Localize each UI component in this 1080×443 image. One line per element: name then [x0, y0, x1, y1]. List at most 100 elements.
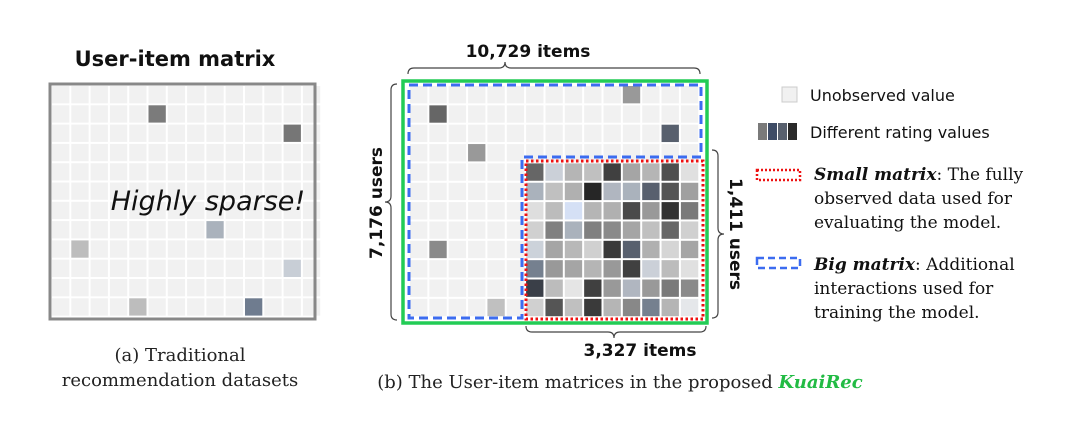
observed-cell [545, 221, 563, 239]
unobserved-cell [225, 240, 243, 258]
observed-cell [680, 182, 699, 201]
unobserved-cell [109, 105, 128, 123]
unobserved-cell [167, 259, 186, 277]
observed-cell [680, 240, 699, 259]
items-small-brace [525, 325, 707, 339]
unobserved-cell [487, 240, 505, 259]
unobserved-cell [148, 182, 166, 200]
rating-swatch [788, 123, 797, 140]
unobserved-cell [52, 240, 70, 258]
big-matrix-desc1: : Additional [915, 255, 1015, 275]
unobserved-cell [448, 240, 467, 259]
observed-cell [584, 221, 602, 239]
observed-cell [206, 221, 224, 239]
unobserved-cell [487, 260, 505, 278]
big-matrix-legend-line1: Big matrix: Additional [813, 255, 1015, 275]
unobserved-cell [448, 202, 467, 220]
unobserved-cell [52, 124, 70, 142]
unobserved-cell [52, 201, 70, 220]
observed-cell [429, 240, 447, 259]
observed-cell [622, 202, 641, 220]
unobserved-cell [71, 182, 89, 200]
observed-cell [564, 221, 583, 239]
unobserved-cell [487, 182, 505, 201]
observed-cell [429, 105, 447, 123]
observed-cell [526, 279, 544, 297]
unobserved-cell [506, 86, 525, 104]
unobserved-cell [468, 124, 486, 143]
unobserved-cell [642, 144, 660, 162]
unobserved-cell [225, 124, 243, 142]
observed-cell [526, 202, 544, 220]
observed-cell [622, 260, 641, 278]
unobserved-cell [448, 124, 467, 143]
unobserved-cell [187, 163, 205, 181]
unobserved-cell [225, 182, 243, 200]
unobserved-cell [283, 143, 301, 162]
unobserved-cell [71, 86, 89, 104]
observed-cell [603, 279, 621, 297]
unobserved-cell [167, 298, 186, 316]
unobserved-cell [622, 105, 641, 123]
observed-cell [642, 260, 660, 278]
observed-cell [283, 124, 301, 142]
observed-cell [661, 221, 679, 239]
unobserved-cell [52, 298, 70, 316]
unobserved-cell [90, 259, 108, 277]
observed-cell [545, 298, 563, 317]
unobserved-cell [245, 163, 263, 181]
unobserved-cell [468, 298, 486, 317]
unobserved-cell [468, 221, 486, 239]
unobserved-cell [206, 86, 224, 104]
unobserved-cell [506, 260, 525, 278]
unobserved-cell [245, 201, 263, 220]
unobserved-cell [429, 124, 447, 143]
unobserved-cell [90, 143, 108, 162]
unobserved-cell [642, 86, 660, 104]
unobserved-cell [622, 124, 641, 143]
unobserved-cell [129, 259, 147, 277]
unobserved-cell [302, 298, 321, 316]
observed-cell [564, 260, 583, 278]
observed-cell [603, 221, 621, 239]
unobserved-cell [487, 124, 505, 143]
unobserved-cell [545, 86, 563, 104]
users-total-brace [384, 83, 398, 321]
unobserved-cell [429, 144, 447, 162]
unobserved-cell [148, 240, 166, 258]
unobserved-cell [187, 201, 205, 220]
observed-cell [603, 240, 621, 259]
unobserved-cell [264, 298, 282, 316]
unobserved-cell [264, 124, 282, 142]
unobserved-cell [206, 105, 224, 123]
unobserved-cell [129, 105, 147, 123]
unobserved-cell [245, 259, 263, 277]
unobserved-cell [109, 86, 128, 104]
unobserved-cell [429, 279, 447, 297]
observed-cell [661, 163, 679, 181]
unobserved-cell [206, 182, 224, 200]
unobserved-cell [71, 279, 89, 297]
unobserved-cell [448, 182, 467, 201]
unobserved-cell [167, 163, 186, 181]
unobserved-cell [129, 143, 147, 162]
unobserved-cell [410, 260, 428, 278]
sparse-label: Highly sparse! [111, 186, 305, 217]
unobserved-cell [661, 144, 679, 162]
big-matrix-title: Big matrix [813, 255, 916, 275]
unobserved-cell [71, 259, 89, 277]
unobserved-cell [448, 163, 467, 181]
unobserved-cell [109, 221, 128, 239]
unobserved-cell [245, 105, 263, 123]
observed-cell [526, 163, 544, 181]
unobserved-cell [283, 240, 301, 258]
users-small-brace [711, 149, 725, 319]
unobserved-cell [429, 202, 447, 220]
unobserved-cell [468, 260, 486, 278]
observed-cell [642, 202, 660, 220]
observed-cell [564, 298, 583, 317]
small-matrix-legend-line1: Small matrix: The fully [814, 165, 1024, 185]
observed-cell [680, 260, 699, 278]
unobserved-cell [506, 298, 525, 317]
observed-cell [545, 182, 563, 201]
